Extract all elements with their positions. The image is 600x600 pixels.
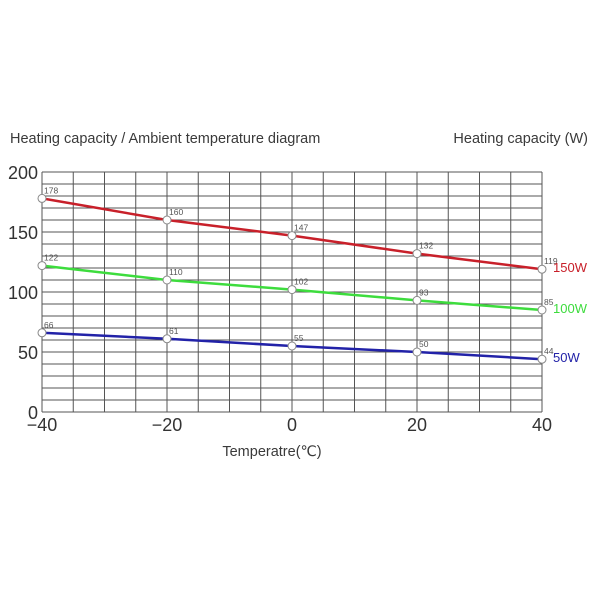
y-axis-title: Heating capacity (W) [453, 131, 588, 147]
data-point-label: 160 [169, 207, 183, 217]
data-point-label: 110 [169, 267, 183, 277]
data-point-label: 178 [44, 185, 58, 195]
data-point-label: 44 [544, 346, 554, 356]
y-tick-label: 50 [18, 343, 38, 363]
x-tick-label: −40 [27, 415, 58, 435]
x-axis-ticks: −40 −20 0 20 40 [27, 415, 552, 435]
x-tick-label: 40 [532, 415, 552, 435]
data-point-marker [412, 249, 422, 259]
data-point-marker [37, 193, 47, 203]
data-point-marker [37, 261, 47, 271]
data-point-label: 147 [294, 223, 308, 233]
data-point-marker [162, 275, 172, 285]
data-point-marker [287, 285, 297, 295]
x-tick-label: −20 [152, 415, 183, 435]
y-tick-label: 100 [8, 283, 38, 303]
legend-label: 100W [553, 301, 588, 316]
data-point-marker [162, 334, 172, 344]
x-axis-label-text: Temperatre(℃) [222, 444, 322, 460]
data-point-label: 66 [44, 320, 54, 330]
data-point-marker [412, 295, 422, 305]
data-point-label: 85 [544, 297, 554, 307]
data-point-label: 119 [544, 256, 558, 266]
data-point-label: 132 [419, 241, 433, 251]
data-point-label: 61 [169, 326, 179, 336]
data-point-marker [162, 215, 172, 225]
series-100W: 122 110 102 93 85 100W [37, 253, 588, 316]
data-point-marker [287, 231, 297, 241]
y-tick-label: 200 [8, 163, 38, 183]
x-tick-label: 0 [287, 415, 297, 435]
data-point-label: 55 [294, 333, 304, 343]
y-tick-label: 0 [28, 403, 38, 423]
data-point-label: 122 [44, 253, 58, 263]
grid [41, 171, 543, 413]
data-point-label: 93 [419, 287, 429, 297]
legend-label: 50W [553, 350, 580, 365]
data-point-marker [412, 347, 422, 357]
x-tick-label: 20 [407, 415, 427, 435]
legend-label: 150W [553, 260, 588, 275]
x-axis-label: Temperatre(℃) [0, 444, 600, 460]
data-point-label: 102 [294, 277, 308, 287]
series-50W: 66 61 55 50 44 50W [37, 320, 580, 365]
y-tick-label: 150 [8, 223, 38, 243]
y-axis-ticks: 0 50 100 150 200 [8, 163, 38, 423]
data-point-label: 50 [419, 339, 429, 349]
chart-title: Heating capacity / Ambient temperature d… [10, 131, 321, 147]
data-point-marker [287, 341, 297, 351]
data-point-marker [537, 264, 547, 274]
data-point-marker [537, 354, 547, 364]
data-point-marker [37, 328, 47, 338]
data-point-marker [537, 305, 547, 315]
